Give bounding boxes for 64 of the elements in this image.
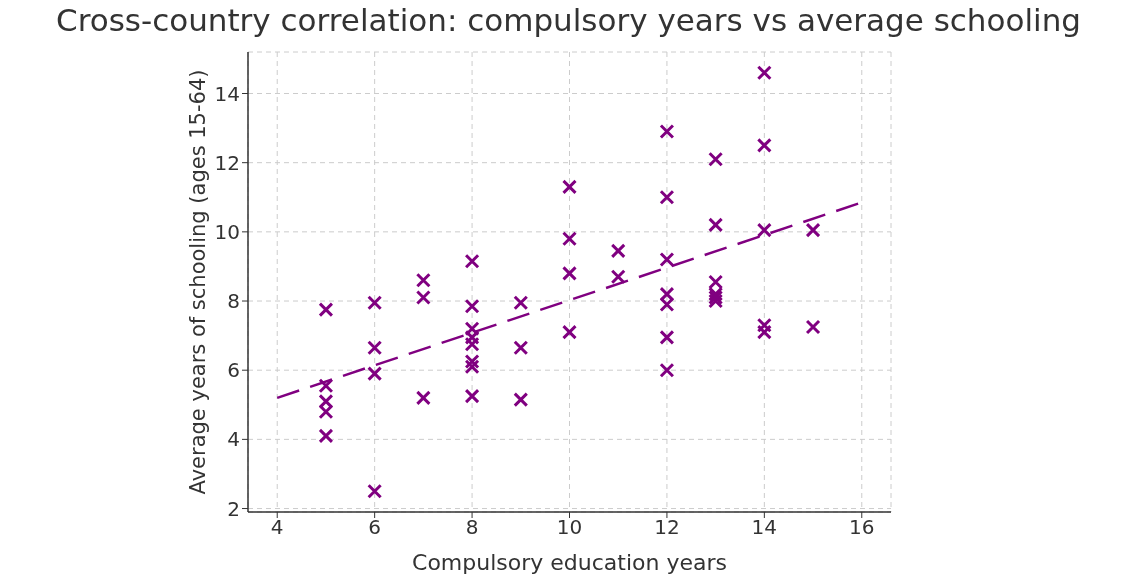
point <box>708 217 724 233</box>
point <box>659 296 675 312</box>
point <box>513 392 529 408</box>
point <box>513 295 529 311</box>
point <box>367 295 383 311</box>
point <box>464 329 480 345</box>
point <box>708 274 724 290</box>
point <box>367 483 383 499</box>
y-tick-label: 6 <box>227 358 240 383</box>
point <box>756 65 772 81</box>
point <box>805 319 821 335</box>
x-tick-label: 4 <box>270 515 284 540</box>
y-axis-title: Average years of schooling (ages 15-64) <box>186 69 211 495</box>
x-tick-label: 6 <box>368 515 382 540</box>
point <box>464 336 480 352</box>
point <box>464 253 480 269</box>
point <box>562 231 577 247</box>
y-tick-label: 4 <box>227 427 240 452</box>
point <box>464 354 480 370</box>
point <box>464 388 480 404</box>
point <box>659 189 675 205</box>
point <box>659 362 675 378</box>
y-tick-label: 2 <box>227 496 240 521</box>
point <box>464 359 480 375</box>
point <box>415 290 431 306</box>
y-tick-label: 8 <box>227 289 240 314</box>
point <box>562 324 577 340</box>
point <box>756 137 772 153</box>
x-axis-title: Compulsory education years <box>412 550 727 575</box>
y-tick-label: 12 <box>214 150 240 175</box>
point <box>756 222 772 238</box>
point <box>805 222 821 238</box>
point <box>659 286 675 302</box>
point <box>415 390 431 406</box>
point <box>318 393 334 409</box>
chart-title: Cross-country correlation: compulsory years vs average schooling <box>55 2 1082 38</box>
point <box>610 243 626 259</box>
x-tick-label: 14 <box>751 515 778 540</box>
point <box>415 272 431 288</box>
point <box>562 265 577 281</box>
point <box>367 340 383 356</box>
point <box>318 428 334 444</box>
point <box>756 317 772 333</box>
point <box>464 298 480 314</box>
point <box>610 269 626 285</box>
x-tick-label: 16 <box>849 515 875 540</box>
point <box>464 321 480 337</box>
point <box>562 179 577 195</box>
point <box>659 124 675 140</box>
x-tick-label: 8 <box>465 515 479 540</box>
point <box>659 329 675 345</box>
x-tick-label: 10 <box>556 515 583 540</box>
point <box>367 366 383 382</box>
point <box>318 378 334 394</box>
point <box>513 340 529 356</box>
point <box>708 286 724 302</box>
point <box>756 324 772 340</box>
y-tick-label: 10 <box>214 219 240 244</box>
y-tick-label: 14 <box>214 81 240 106</box>
point <box>708 151 724 167</box>
point <box>318 302 334 318</box>
x-tick-label: 12 <box>654 515 680 540</box>
point <box>318 404 334 420</box>
point <box>659 252 675 268</box>
